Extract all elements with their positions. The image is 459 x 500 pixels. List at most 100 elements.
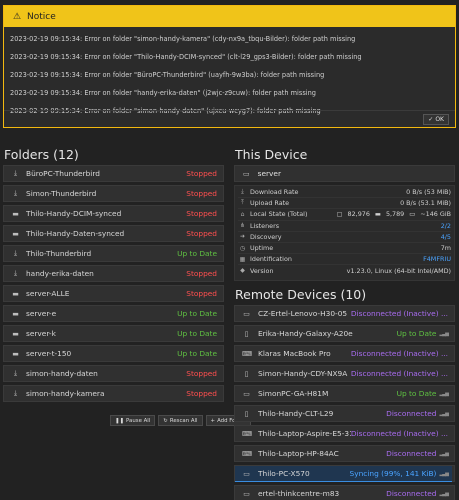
- laptop-icon: ⌨: [242, 429, 253, 438]
- download-icon: ⤓: [13, 389, 18, 397]
- download-icon: ⤓: [13, 249, 18, 257]
- folder-icon: ▬: [374, 210, 381, 219]
- rescan-all-label: Rescan All: [169, 417, 198, 424]
- signal-icon: ▂▃▅: [439, 450, 448, 457]
- folder-icon: ▬: [12, 309, 19, 318]
- file-icon: ▢: [336, 210, 343, 219]
- home-icon: ⌂: [240, 210, 245, 218]
- notice-line: 2023-02-19 09:15:34: Error on folder "Bü…: [10, 71, 325, 79]
- device-name: Simon-Handy-CDY-NX9A: [258, 369, 348, 378]
- stat-label: Identification: [250, 255, 292, 264]
- device-status: Up to Date: [396, 389, 437, 398]
- stat-value: 2/2: [440, 221, 451, 230]
- folder-row[interactable]: ▬ server-t-150 Up to Date: [3, 345, 224, 362]
- folder-row[interactable]: ▬ server-k Up to Date: [3, 325, 224, 342]
- desktop-icon: ▭: [243, 469, 250, 478]
- device-name: Thilo-PC-X570: [258, 469, 310, 478]
- folder-row[interactable]: ⤓ handy-erika-daten Stopped: [3, 265, 224, 282]
- folder-status: Stopped: [186, 289, 217, 298]
- folder-status: Stopped: [186, 389, 217, 398]
- folder-name: server-k: [26, 329, 56, 338]
- folder-icon: ▬: [12, 229, 19, 238]
- this-device-details: ⤓ Download Rate 0 B/s (53 MiB) ⤒ Upload Rate…: [234, 185, 455, 281]
- stat-value: 0 B/s (53.1 MiB): [400, 199, 451, 208]
- device-stat-row: ◆ Version v1.23.0, Linux (64-bit Intel/AMD…: [238, 265, 451, 276]
- folder-status: Up to Date: [177, 329, 217, 338]
- warning-icon: ⚠: [12, 11, 22, 22]
- folder-status: Stopped: [186, 229, 217, 238]
- stat-label: Local State (Total): [250, 210, 308, 219]
- remote-device-row[interactable]: ▭ ertel-thinkcentre-m83 Disconnected ▂▃▅: [234, 485, 455, 500]
- device-status: Up to Date: [396, 329, 437, 338]
- folder-icon: ▬: [12, 289, 19, 298]
- remote-devices-title: Remote Devices (10): [235, 287, 367, 302]
- folder-row[interactable]: ▬ Thilo-Handy-Daten-synced Stopped: [3, 225, 224, 242]
- ok-label: OK: [435, 116, 444, 123]
- device-status: Disconnected: [386, 449, 437, 458]
- sync-progress: [235, 466, 452, 481]
- stat-value: 0 B/s (53 MiB): [406, 188, 451, 197]
- folder-name: handy-erika-daten: [26, 269, 94, 278]
- folder-row[interactable]: ⤓ simon-handy-kamera Stopped: [3, 385, 224, 402]
- remote-device-row[interactable]: ⌨ Klaras MacBook Pro Disconnected (Inactiv…: [234, 345, 455, 362]
- signal-icon: ▂▃▅: [439, 490, 448, 497]
- stat-value: 4/5: [440, 232, 451, 241]
- mobile-icon: ▯: [244, 369, 249, 378]
- remote-device-row[interactable]: ▯ Erika-Handy-Galaxy-A20e Up to Date ▂▃▅: [234, 325, 455, 342]
- stat-value: 7m: [440, 244, 451, 253]
- desktop-icon: ▭: [243, 489, 250, 498]
- folder-name: Thilo-Thunderbird: [26, 249, 92, 258]
- folder-row[interactable]: ⤓ BüroPC-Thunderbird Stopped: [3, 165, 224, 182]
- folder-row[interactable]: ▬ server-e Up to Date: [3, 305, 224, 322]
- remote-device-row[interactable]: ▯ Thilo-Handy-CLT-L29 Disconnected ▂▃▅: [234, 405, 455, 422]
- rescan-all-button[interactable]: ↻ Rescan All: [158, 415, 203, 426]
- signin-icon: ➜: [239, 233, 246, 241]
- folder-status: Up to Date: [177, 309, 217, 318]
- this-device-title: This Device: [235, 147, 308, 162]
- pause-all-button[interactable]: ❚❚ Pause All: [110, 415, 156, 426]
- check-icon: ✓: [428, 116, 434, 123]
- stat-label: Upload Rate: [250, 199, 290, 208]
- device-name: SimonPC-GA-H81M: [258, 389, 329, 398]
- device-stat-row: ⤒ Upload Rate 0 B/s (53.1 MiB): [238, 198, 451, 210]
- folder-name: Thilo-Handy-DCIM-synced: [26, 209, 122, 218]
- folder-row[interactable]: ⤓ Thilo-Thunderbird Up to Date: [3, 245, 224, 262]
- notice-line: 2023-02-19 09:15:34: Error on folder "si…: [10, 107, 321, 115]
- device-name: Thilo-Laptop-HP-84AC: [258, 449, 339, 458]
- device-name: Thilo-Handy-CLT-L29: [258, 409, 334, 418]
- folders-title: Folders (12): [4, 147, 79, 162]
- folder-name: BüroPC-Thunderbird: [26, 169, 100, 178]
- download-icon: ⤓: [241, 188, 244, 196]
- folder-row[interactable]: ▬ Thilo-Handy-DCIM-synced Stopped: [3, 205, 224, 222]
- folder-status: Stopped: [186, 169, 217, 178]
- remote-device-list: ▭ CZ-Ertel-Lenovo-H30-05 Disconnected (Ina…: [234, 305, 455, 500]
- notice-header: ⚠ Notice: [4, 6, 455, 27]
- sync-progress-line: [235, 480, 452, 482]
- remote-device-row[interactable]: ▭ Thilo-PC-X570 Syncing (99%, 141 KiB) ▂▃▅: [234, 465, 455, 482]
- remote-device-row[interactable]: ▭ SimonPC-GA-H81M Up to Date ▂▃▅: [234, 385, 455, 402]
- tag-icon: ◆: [240, 267, 245, 275]
- folder-status: Stopped: [186, 189, 217, 198]
- remote-device-row[interactable]: ⌨ Thilo-Laptop-Aspire-E5-311 Disconnected …: [234, 425, 455, 442]
- folder-row[interactable]: ⤓ simon-handy-daten Stopped: [3, 365, 224, 382]
- remote-device-row[interactable]: ▭ CZ-Ertel-Lenovo-H30-05 Disconnected (Ina…: [234, 305, 455, 322]
- device-status: Disconnected (Inactive) ...: [350, 349, 448, 358]
- device-name: CZ-Ertel-Lenovo-H30-05: [258, 309, 348, 318]
- device-stat-row: ➜ Discovery 4/5: [238, 232, 451, 243]
- folder-name: simon-handy-kamera: [26, 389, 105, 398]
- this-device-header[interactable]: ▭ server: [234, 165, 455, 182]
- download-icon: ⤓: [13, 189, 18, 197]
- total-size: ~146 GiB: [420, 210, 451, 219]
- notice-title: Notice: [27, 11, 56, 22]
- mobile-icon: ▯: [244, 409, 249, 418]
- this-device-panel: ▭ server ⤓ Download Rate 0 B/s (53 MiB) ⤒ Up…: [234, 165, 455, 281]
- folder-row[interactable]: ▬ server-ALLE Stopped: [3, 285, 224, 302]
- device-name: Erika-Handy-Galaxy-A20e: [258, 329, 353, 338]
- folder-row[interactable]: ⤓ Simon-Thunderbird Stopped: [3, 185, 224, 202]
- remote-device-row[interactable]: ▯ Simon-Handy-CDY-NX9A Disconnected (Inact…: [234, 365, 455, 382]
- notice-body: 2023-02-19 09:15:34: Error on folder "si…: [4, 27, 455, 120]
- ok-button[interactable]: ✓ OK: [423, 114, 449, 125]
- device-stat-row: ⌂ Local State (Total) ▢ 82,976 ▬ 5,789 ▭ ~146 G…: [238, 209, 451, 221]
- folder-icon: ▬: [12, 209, 19, 218]
- remote-device-row[interactable]: ⌨ Thilo-Laptop-HP-84AC Disconnected ▂▃▅: [234, 445, 455, 462]
